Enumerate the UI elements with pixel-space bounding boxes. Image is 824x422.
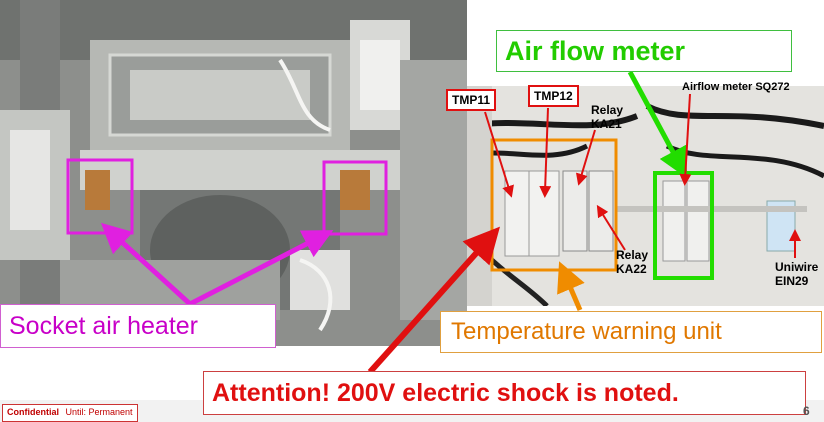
- attention-warning: Attention! 200V electric shock is noted.: [203, 371, 806, 415]
- confidential-text: Confidential: [7, 407, 59, 417]
- tmp12-label: TMP12: [528, 85, 579, 107]
- air-flow-meter-label: Air flow meter: [496, 30, 792, 72]
- socket-air-heater-label: Socket air heater: [0, 304, 276, 348]
- airflow-meter-sq272-label: Airflow meter SQ272: [682, 81, 790, 93]
- relay-ka22-label: Relay KA22: [616, 248, 649, 276]
- page-number: 6: [803, 404, 810, 418]
- confidential-footer: Confidential Until: Permanent: [2, 404, 138, 422]
- uniwire-label: Uniwire EIN29: [775, 260, 819, 288]
- heater-right-box: [322, 160, 388, 236]
- until-text: Until: Permanent: [65, 407, 133, 417]
- heater-left-box: [66, 158, 134, 235]
- machine-photo: [0, 0, 467, 346]
- airflow-meter-box: [653, 171, 714, 280]
- relay-ka21-label: Relay KA21: [591, 103, 624, 131]
- tmp11-label: TMP11: [446, 89, 497, 111]
- temperature-warning-unit-label: Temperature warning unit: [440, 311, 822, 353]
- temperature-unit-box: [490, 138, 618, 272]
